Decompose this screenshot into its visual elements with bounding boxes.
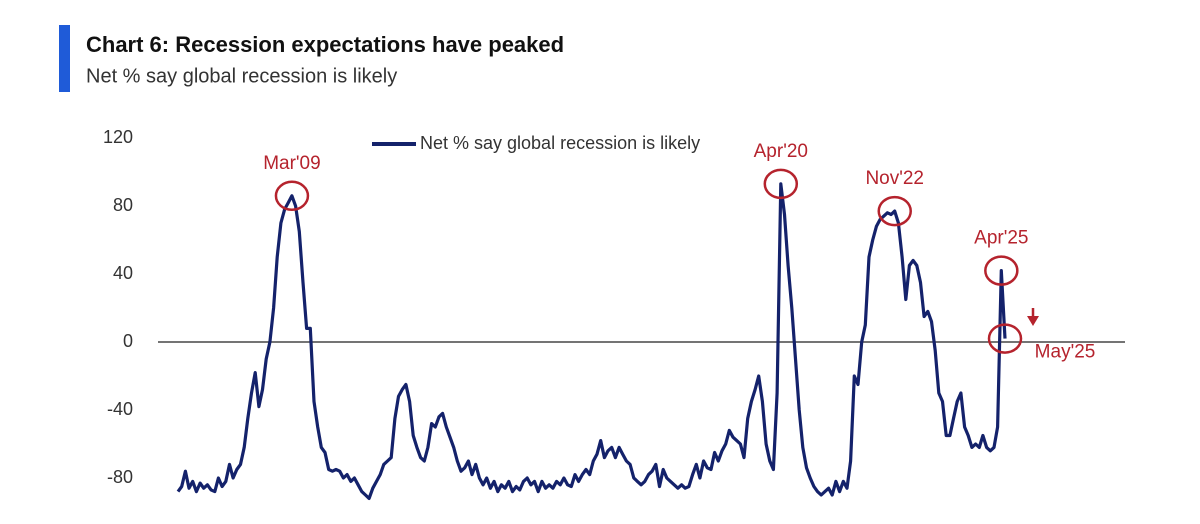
annotation-circle [984, 255, 1019, 286]
title-accent [59, 25, 70, 92]
y-tick-label: -40 [107, 399, 133, 419]
y-tick-label: 80 [113, 195, 133, 215]
legend-label: Net % say global recession is likely [420, 133, 700, 153]
annotation-label: Apr'25 [974, 228, 1028, 249]
annotation-label: May'25 [1035, 342, 1096, 363]
y-tick-label: 0 [123, 331, 133, 351]
chart-title: Chart 6: Recession expectations have pea… [86, 32, 564, 57]
arrow [1027, 308, 1039, 326]
line-series [176, 182, 1007, 500]
annotation-label: Mar'09 [263, 153, 320, 174]
annotation-circle [877, 195, 912, 227]
annotation-label: Apr'20 [754, 141, 808, 162]
chart-subtitle: Net % say global recession is likely [86, 65, 397, 87]
annotation-circle [763, 168, 799, 200]
y-tick-label: -80 [107, 467, 133, 487]
annotation-circle [274, 180, 310, 212]
y-tick-label: 120 [103, 127, 133, 147]
annotation-label: Nov'22 [865, 168, 924, 189]
annotation-circle [987, 323, 1023, 354]
y-tick-label: 40 [113, 263, 133, 283]
